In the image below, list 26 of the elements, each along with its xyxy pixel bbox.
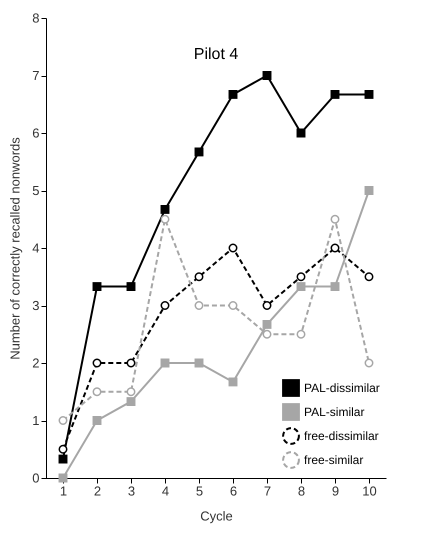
y-tick-label: 5 [32,183,40,198]
y-tick-label: 0 [32,470,40,486]
legend-label: PAL-similar [304,405,364,419]
x-tick-label: 10 [362,484,377,498]
x-axis-title: Cycle [200,508,233,524]
y-tick-label: 8 [32,10,40,26]
x-tick-label: 7 [264,484,272,498]
y-tick-label: 4 [32,240,40,256]
x-tick-label: 3 [128,484,136,498]
y-tick-label: 3 [32,298,40,313]
legend-label: PAL-dissimilar [304,381,380,395]
x-tick-label: 4 [162,484,170,498]
x-tick-label: 2 [94,484,102,498]
y-tick-label: 6 [32,126,40,140]
x-tick-label: 8 [298,484,306,498]
x-tick-label: 9 [332,484,340,498]
y-tick-label: 2 [32,356,40,370]
y-axis-title: Number of correctly recalled nonwords [7,136,22,360]
legend-label: free-similar [304,453,364,467]
text: Pilot 4 [194,46,238,63]
x-tick-label: 1 [60,484,68,498]
x-tick-label: 6 [230,484,238,498]
x-tick-label: 5 [196,484,204,498]
y-tick-label: 1 [32,413,40,428]
legend-label: free-dissimilar [304,429,379,443]
y-tick-label: 7 [32,68,40,83]
